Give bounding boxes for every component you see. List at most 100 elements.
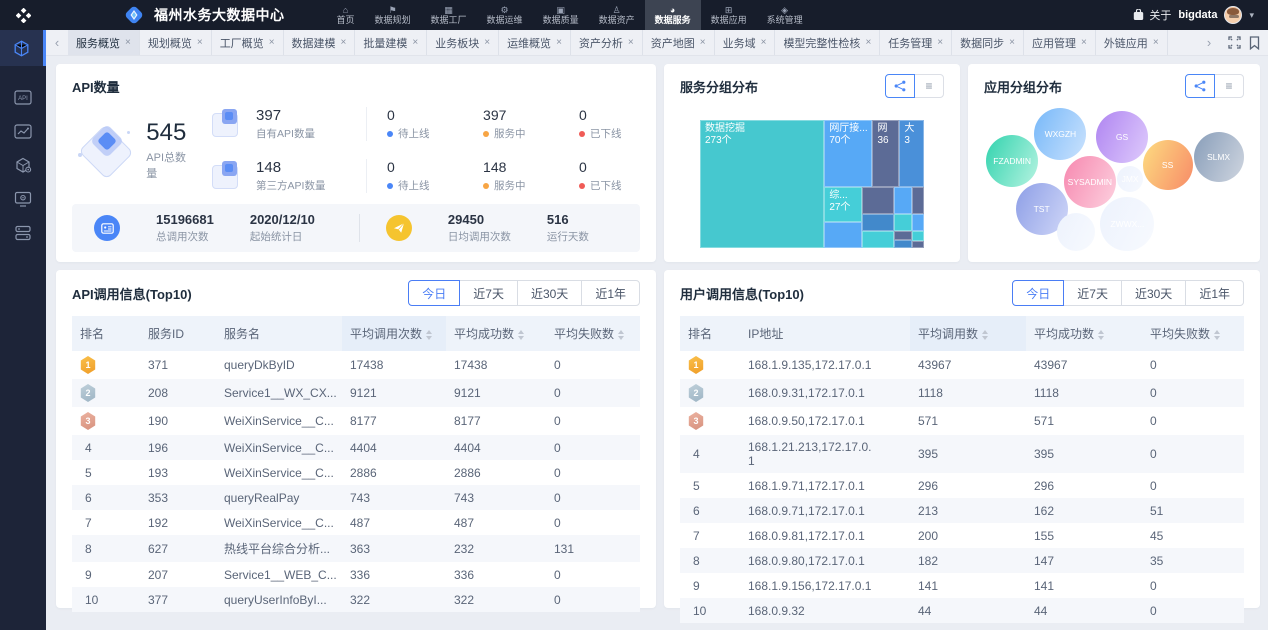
- filter-今日[interactable]: 今日: [1012, 280, 1065, 306]
- app-grid-icon[interactable]: [0, 7, 46, 23]
- username[interactable]: bigdata: [1178, 9, 1218, 21]
- treemap-cell[interactable]: [893, 239, 912, 248]
- tab-close-icon[interactable]: ×: [1009, 37, 1015, 48]
- treemap-cell-网厅接...[interactable]: 网厅接... 70个: [824, 120, 873, 188]
- treemap-cell-网[interactable]: 网 36: [872, 120, 900, 188]
- col-平均调用数[interactable]: 平均调用数: [910, 316, 1026, 351]
- sort-icon[interactable]: [426, 329, 433, 340]
- tab-close-icon[interactable]: ×: [1080, 37, 1087, 48]
- sort-icon[interactable]: [982, 329, 989, 340]
- treemap-cell[interactable]: [824, 222, 863, 248]
- menu-item-service[interactable]: ◕ 数据服务: [644, 0, 701, 30]
- chart-view-button[interactable]: [1185, 74, 1215, 98]
- treemap-cell[interactable]: [862, 187, 894, 215]
- tab-close-icon[interactable]: ×: [1152, 37, 1159, 48]
- treemap-cell[interactable]: [893, 214, 912, 231]
- user-avatar[interactable]: [1224, 6, 1243, 24]
- bubble-WXGZH[interactable]: WXGZH: [1034, 108, 1087, 161]
- tab-close-icon[interactable]: ×: [484, 37, 491, 48]
- tab-14[interactable]: 外链应用 ×: [1096, 30, 1168, 55]
- treemap-cell-数据挖掘[interactable]: 数据挖掘 273个: [700, 120, 825, 248]
- tab-close-icon[interactable]: ×: [556, 37, 562, 48]
- tabs-scroll-left-icon[interactable]: ‹: [54, 35, 60, 50]
- col-平均成功数[interactable]: 平均成功数: [1026, 316, 1142, 351]
- filter-近7天[interactable]: 近7天: [1063, 280, 1122, 306]
- bubble-SS[interactable]: SS: [1142, 140, 1193, 191]
- list-view-button[interactable]: ≡: [914, 74, 944, 98]
- sidebar-item-terminal-monitor[interactable]: [0, 182, 46, 216]
- sidebar-item-data-cube[interactable]: [0, 148, 46, 182]
- filter-近30天[interactable]: 近30天: [516, 280, 583, 306]
- menu-item-factory[interactable]: ▦ 数据工厂: [430, 4, 467, 25]
- treemap-cell[interactable]: [893, 187, 912, 215]
- tab-close-icon[interactable]: ×: [340, 37, 347, 48]
- user-menu-caret-icon[interactable]: ▾: [1249, 9, 1254, 20]
- tab-close-icon[interactable]: ×: [125, 37, 131, 48]
- chart-view-button[interactable]: [885, 74, 915, 98]
- tab-close-icon[interactable]: ×: [937, 37, 944, 48]
- menu-item-system[interactable]: ◈ 系统管理: [766, 4, 803, 25]
- filter-近1年[interactable]: 近1年: [581, 280, 640, 306]
- sort-icon[interactable]: [1098, 329, 1105, 340]
- app-group-bubble-chart[interactable]: FZADMIN WXGZH GS SS SLMX SYSADMIN TST JMX ZWWX..…: [980, 108, 1248, 252]
- list-view-button[interactable]: ≡: [1214, 74, 1244, 98]
- menu-item-home[interactable]: ⌂ 首页: [336, 4, 355, 25]
- filter-近7天[interactable]: 近7天: [459, 280, 518, 306]
- tab-7[interactable]: 资产分析 ×: [571, 30, 643, 55]
- menu-item-quality[interactable]: ▣ 数据质量: [542, 4, 579, 25]
- col-平均调用次数[interactable]: 平均调用次数: [342, 316, 446, 351]
- col-平均成功数[interactable]: 平均成功数: [446, 316, 546, 351]
- sort-icon[interactable]: [518, 329, 525, 340]
- tab-8[interactable]: 资产地图 ×: [643, 30, 715, 55]
- tab-6[interactable]: 运维概览 ×: [499, 30, 571, 55]
- tab-12[interactable]: 数据同步 ×: [952, 30, 1024, 55]
- tab-close-icon[interactable]: ×: [699, 37, 706, 48]
- tab-0[interactable]: 服务概览 ×: [68, 30, 140, 55]
- bubble-SLMX[interactable]: SLMX: [1193, 131, 1244, 182]
- col-平均失败数[interactable]: 平均失败数: [546, 316, 640, 351]
- tab-2[interactable]: 工厂概览 ×: [212, 30, 284, 55]
- filter-近30天[interactable]: 近30天: [1120, 280, 1187, 306]
- tab-3[interactable]: 数据建模 ×: [284, 30, 356, 55]
- sort-icon[interactable]: [1214, 329, 1221, 340]
- bubble-ZWWX...[interactable]: ZWWX...: [1100, 197, 1155, 251]
- treemap-cell[interactable]: [911, 230, 924, 241]
- tab-close-icon[interactable]: ×: [627, 37, 634, 48]
- treemap-cell[interactable]: [911, 214, 924, 231]
- treemap-cell[interactable]: [911, 240, 924, 248]
- menu-item-asset[interactable]: ♙ 数据资产: [598, 4, 635, 25]
- sidebar-item-server-sync[interactable]: [0, 216, 46, 250]
- treemap-cell[interactable]: [893, 230, 912, 240]
- tab-1[interactable]: 规划概览 ×: [140, 30, 212, 55]
- treemap-cell[interactable]: [862, 230, 894, 248]
- tab-11[interactable]: 任务管理 ×: [880, 30, 953, 55]
- filter-近1年[interactable]: 近1年: [1185, 280, 1244, 306]
- bubble[interactable]: [1057, 213, 1096, 252]
- fullscreen-icon[interactable]: [1228, 36, 1241, 49]
- bubble-SYSADMIN[interactable]: SYSADMIN: [1063, 156, 1116, 208]
- about-button[interactable]: 关于: [1133, 7, 1171, 23]
- service-group-treemap[interactable]: 数据挖掘 273个 网厅接... 70个网 36 大 3 综... 27个: [700, 120, 924, 248]
- tab-close-icon[interactable]: ×: [412, 37, 419, 48]
- tab-4[interactable]: 批量建模 ×: [355, 30, 428, 55]
- tab-13[interactable]: 应用管理 ×: [1024, 30, 1096, 55]
- bubble-FZADMIN[interactable]: FZADMIN: [986, 135, 1039, 187]
- menu-item-plan[interactable]: ⚑ 数据规划: [374, 4, 411, 25]
- bookmark-icon[interactable]: [1249, 35, 1260, 50]
- tab-close-icon[interactable]: ×: [865, 37, 872, 48]
- tab-5[interactable]: 业务板块 ×: [427, 30, 500, 55]
- tab-close-icon[interactable]: ×: [268, 37, 275, 48]
- treemap-cell-综...[interactable]: 综... 27个: [824, 187, 863, 223]
- menu-item-ops[interactable]: ⚙ 数据运维: [486, 4, 523, 25]
- sidebar-item-monitor-chart[interactable]: [0, 114, 46, 148]
- col-平均失败数[interactable]: 平均失败数: [1142, 316, 1244, 351]
- bubble-TST[interactable]: TST: [1015, 182, 1068, 235]
- bubble-JMX[interactable]: JMX: [1117, 166, 1144, 193]
- filter-今日[interactable]: 今日: [408, 280, 461, 306]
- tab-9[interactable]: 业务域 ×: [715, 30, 776, 55]
- tabs-scroll-right-icon[interactable]: ›: [1206, 35, 1212, 50]
- menu-item-app[interactable]: ⊞ 数据应用: [710, 4, 747, 25]
- sidebar-item-service-overview[interactable]: [0, 30, 46, 66]
- treemap-cell-大[interactable]: 大 3: [899, 120, 924, 188]
- bubble-GS[interactable]: GS: [1096, 111, 1149, 164]
